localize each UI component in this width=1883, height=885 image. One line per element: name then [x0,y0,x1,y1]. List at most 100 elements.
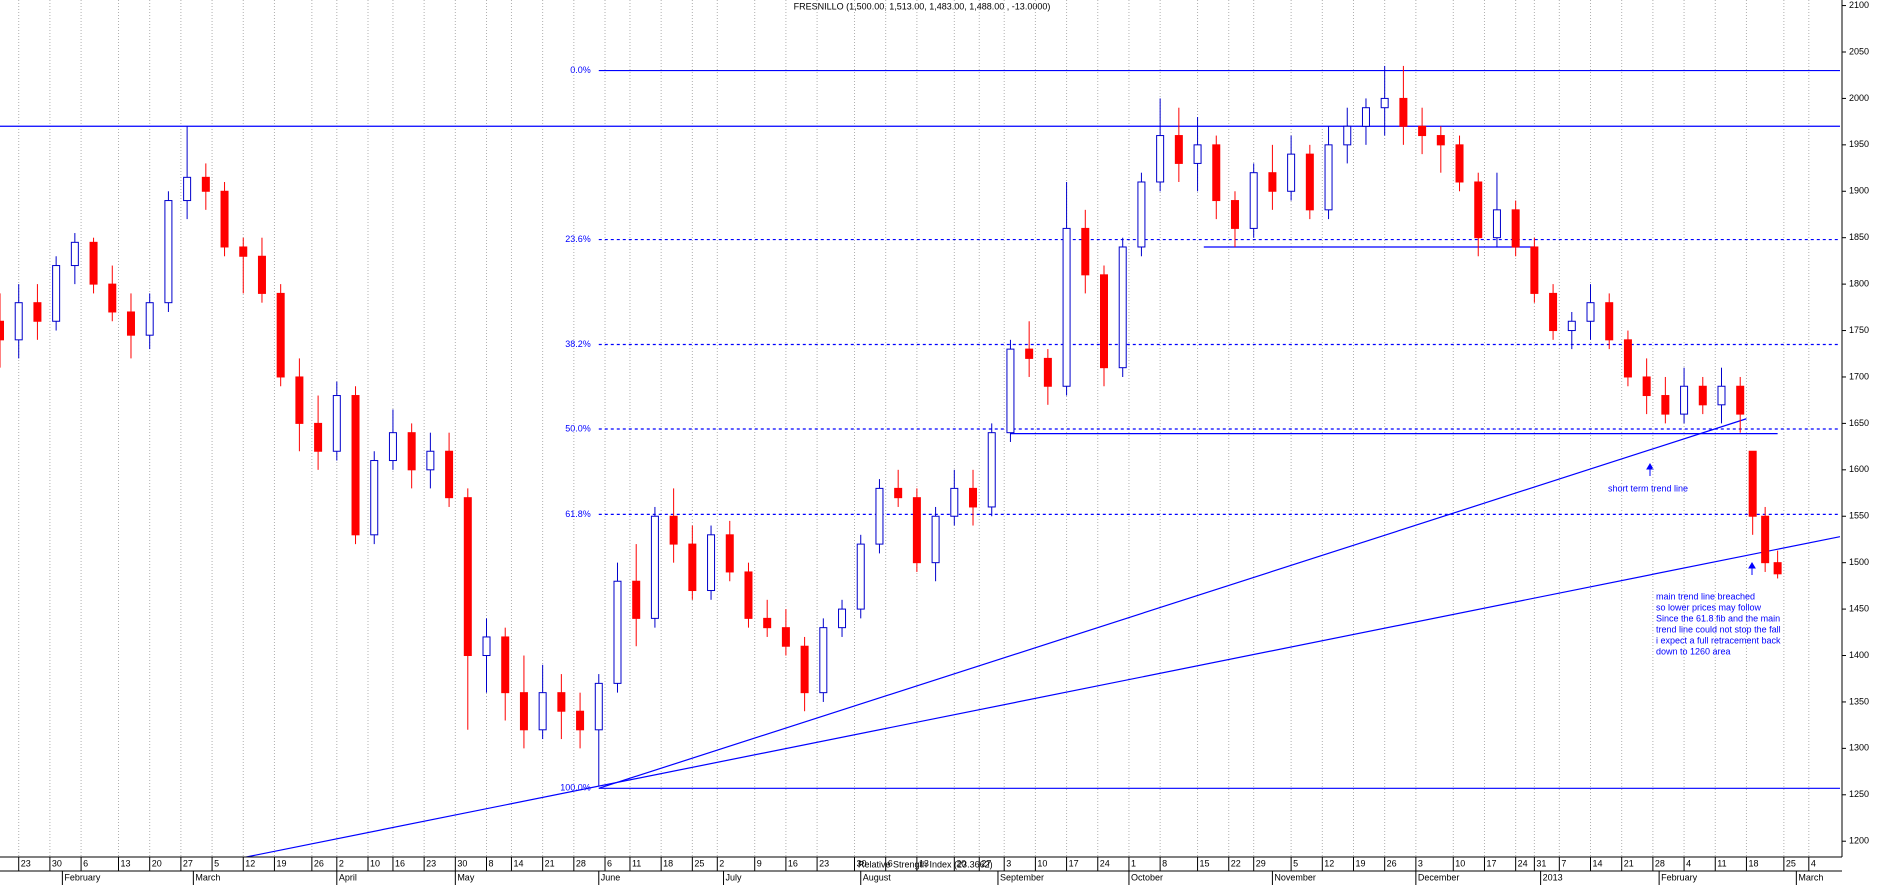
candle-body [1736,385,1745,415]
y-tick-label: 1950 [1849,139,1869,149]
candle-body [1418,125,1427,137]
x-tick-label: 20 [956,858,966,868]
x-tick-label: 11 [632,858,641,868]
candle-body [1343,125,1352,146]
x-tick-label: 13 [919,858,929,868]
y-tick-label: 1650 [1849,418,1869,428]
x-tick-label: 6 [607,858,612,868]
candle-body [1511,209,1520,248]
x-tick-label: 2 [339,858,344,868]
candle-body [1118,246,1127,369]
month-label: July [726,872,743,882]
candle-body [1062,227,1071,387]
x-tick-label: 2 [719,858,724,868]
candle-body [613,580,622,684]
month-label: September [1000,872,1044,882]
x-tick-label: 23 [819,858,829,868]
candle-body [1717,385,1726,406]
candle-body [1287,153,1296,192]
x-tick-label: 10 [370,858,380,868]
x-tick-label: 27 [183,858,193,868]
candle-body [239,246,248,257]
y-tick-label: 1450 [1849,603,1869,613]
candle-body [707,534,716,592]
candle-body [426,450,435,471]
candle-body [894,487,903,499]
x-tick-label: 6 [83,858,88,868]
candle-body [781,627,790,647]
candle-body [1530,246,1539,294]
chart-title: FRESNILLO (1,500.00, 1,513.00, 1,483.00,… [794,1,1051,11]
candle-body [1006,348,1015,434]
y-tick-label: 1300 [1849,743,1869,753]
candle-body [370,460,379,536]
x-tick-label: 8 [489,858,494,868]
month-label: November [1274,872,1316,882]
candle-body [838,608,847,629]
x-tick-label: 17 [1069,858,1079,868]
candle-body [744,571,753,619]
x-tick-label: 21 [1624,858,1634,868]
annotation: i expect a full retracement back [1656,635,1781,645]
y-tick-label: 1550 [1849,511,1869,521]
x-tick-label: 7 [1561,858,1566,868]
y-tick-label: 1400 [1849,650,1869,660]
candle-body [763,617,772,629]
candle-body [912,497,921,564]
candle-body [800,645,809,694]
candle-body [0,320,4,341]
x-tick-label: 31 [1536,858,1546,868]
candle-body [1230,200,1239,229]
x-tick-label: 14 [1593,858,1603,868]
fib-label: 50.0% [565,423,591,433]
candle-body [463,497,472,657]
y-tick-label: 1600 [1849,464,1869,474]
x-tick-label: 4 [1686,858,1691,868]
y-tick-label: 1200 [1849,836,1869,846]
x-tick-label: 26 [1387,858,1397,868]
y-tick-label: 1800 [1849,278,1869,288]
candle-body [1549,292,1558,332]
candle-body [314,422,323,452]
candle-body [1492,209,1501,239]
x-tick-label: 4 [1811,858,1816,868]
candle-body [650,515,659,619]
candle-body [1748,450,1757,517]
candle-body [501,636,510,694]
candle-body [89,241,98,285]
x-tick-label: 25 [1786,858,1796,868]
candle-body [1081,227,1090,276]
x-tick-label: 24 [1518,858,1528,868]
x-tick-label: 24 [1100,858,1110,868]
x-tick-label: 18 [663,858,673,868]
x-tick-label: 20 [152,858,162,868]
candle-body [220,190,229,248]
x-tick-label: 3 [1006,858,1011,868]
x-tick-label: 28 [576,858,586,868]
candle-body [276,292,285,378]
candle-body [183,176,192,202]
fib-label: 38.2% [565,339,591,349]
candle-body [1305,153,1314,211]
candle-body [1249,172,1258,229]
candle-body [856,543,865,610]
x-tick-label: 30 [857,858,867,868]
x-tick-label: 16 [395,858,405,868]
candle-body [1156,135,1165,183]
candle-body [33,302,42,322]
month-label: December [1418,872,1460,882]
y-tick-label: 1850 [1849,232,1869,242]
candle-body [594,682,603,731]
x-tick-label: 10 [1037,858,1047,868]
x-tick-label: 5 [1293,858,1298,868]
candle-body [1399,97,1408,127]
annotation: so lower prices may follow [1656,602,1762,612]
x-tick-label: 16 [788,858,798,868]
candle-body [931,515,940,564]
candle-body [875,487,884,545]
y-tick-label: 2100 [1849,0,1869,10]
candle-body [52,265,61,322]
candle-body [1380,97,1389,109]
y-tick-label: 1900 [1849,186,1869,196]
